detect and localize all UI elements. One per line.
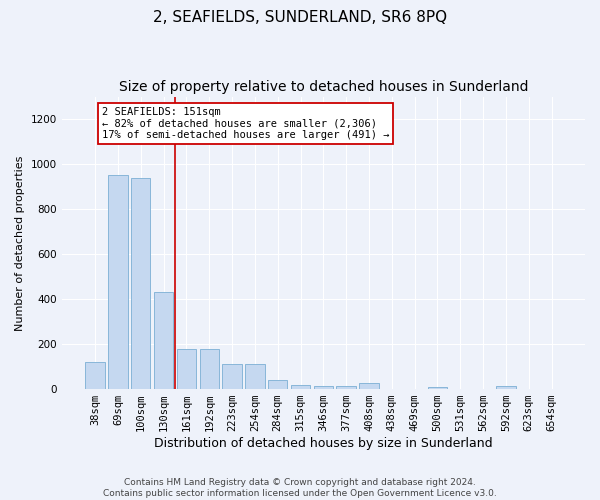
Bar [154,292,173,389]
Title: Size of property relative to detached houses in Sunderland: Size of property relative to detached ho… [119,80,528,94]
Bar [268,380,287,389]
Bar [85,362,105,389]
Bar [496,386,515,389]
Bar [428,387,447,389]
Bar [108,176,128,389]
Bar [359,384,379,389]
Bar [337,386,356,389]
Bar [177,348,196,389]
X-axis label: Distribution of detached houses by size in Sunderland: Distribution of detached houses by size … [154,437,493,450]
Bar [291,384,310,389]
Text: 2, SEAFIELDS, SUNDERLAND, SR6 8PQ: 2, SEAFIELDS, SUNDERLAND, SR6 8PQ [153,10,447,25]
Bar [131,178,151,389]
Bar [200,348,219,389]
Text: Contains HM Land Registry data © Crown copyright and database right 2024.
Contai: Contains HM Land Registry data © Crown c… [103,478,497,498]
Bar [314,386,333,389]
Y-axis label: Number of detached properties: Number of detached properties [15,155,25,330]
Text: 2 SEAFIELDS: 151sqm
← 82% of detached houses are smaller (2,306)
17% of semi-det: 2 SEAFIELDS: 151sqm ← 82% of detached ho… [102,106,389,140]
Bar [245,364,265,389]
Bar [223,364,242,389]
